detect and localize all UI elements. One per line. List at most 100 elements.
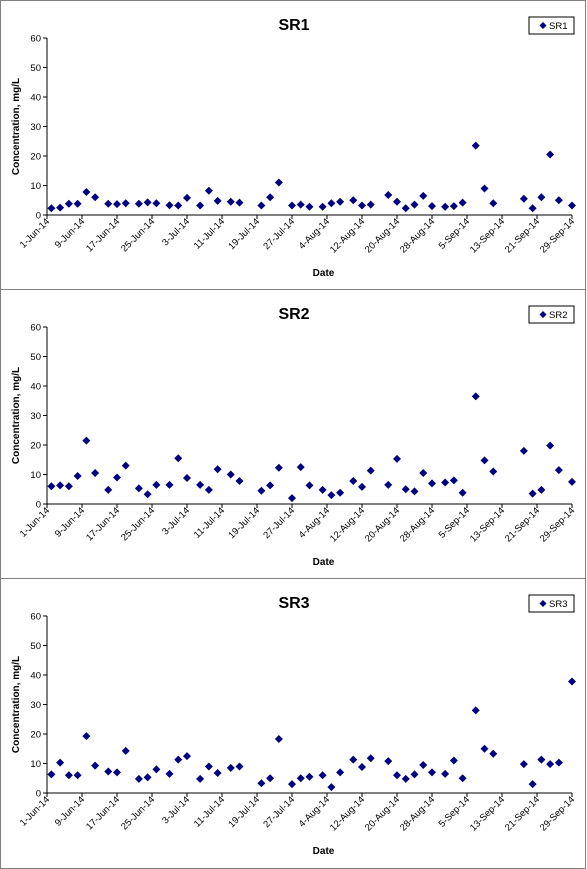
data-point-sr2 [183,474,191,483]
x-tick-label: 3-Jul-14 [160,794,192,826]
x-tick-label: 11-Jul-14 [192,794,227,829]
data-point-sr3 [528,780,537,789]
data-point-sr3 [121,746,130,755]
data-point-sr2 [104,485,113,494]
data-point-sr1 [537,193,546,202]
data-point-sr2 [358,482,366,491]
y-tick-label: 60 [30,323,41,334]
legend-box [528,16,575,35]
data-point-sr3 [449,756,458,765]
data-point-sr1 [441,202,450,211]
y-tick-label: 50 [30,641,41,652]
x-tick-label: 28-Aug-14 [398,216,437,255]
data-point-sr1 [257,201,266,210]
y-tick-label: 50 [30,352,41,363]
data-point-sr1 [296,200,305,209]
chart-panel-sr1: SR1 0 10 20 30 40 50 60 1-Jun-14 9-Jun-14 17-Jun-1… [0,0,586,290]
x-tick-label: 11-Jul-14 [192,216,227,251]
data-point-sr3 [91,761,100,770]
x-tick-label: 27-Jul-14 [261,216,297,252]
data-point-sr1 [358,201,366,210]
data-point-sr3 [419,760,428,769]
x-tick-label: 17-Jun-14 [84,216,122,254]
data-point-sr3 [47,770,56,779]
data-point-sr2 [82,436,91,445]
data-point-sr2 [349,476,358,485]
x-tick-label: 21-Sep-14 [503,794,542,833]
x-tick-label: 19-Jul-14 [226,794,262,830]
data-point-sr1 [554,196,563,205]
data-point-sr3 [82,732,91,741]
x-tick-label: 29-Sep-14 [538,216,577,255]
y-tick-label: 20 [30,730,41,741]
data-point-sr3 [336,768,345,777]
data-point-sr1 [519,194,528,203]
x-tick-label: 17-Jun-14 [84,505,122,543]
data-point-sr1 [366,200,375,209]
y-tick-label: 0 [36,500,41,511]
y-axis-title: Concentration, mg/L [11,367,22,464]
data-point-sr3 [441,769,450,778]
data-point-sr3 [226,763,235,772]
x-axis-title: Date [313,846,335,857]
data-point-sr3 [56,758,65,767]
data-point-sr2 [213,465,222,474]
data-point-sr1 [428,202,436,211]
data-point-sr2 [537,485,546,494]
data-point-sr3 [274,735,283,744]
data-point-sr1 [121,199,130,208]
data-point-sr3 [104,767,113,776]
data-point-sr2 [471,392,480,401]
chart-title: SR1 [278,17,309,34]
legend-label: SR1 [549,21,567,32]
data-point-sr2 [56,481,65,490]
x-tick-label: 11-Jul-14 [192,505,227,540]
data-point-sr1 [152,199,161,208]
y-tick-label: 20 [30,152,41,163]
chart-panel-sr2: SR2 0 10 20 30 40 50 60 1-Jun-14 9-Jun-14 17-Jun-1… [0,289,586,579]
data-point-sr2 [266,481,275,490]
data-point-sr1 [235,198,244,207]
y-axis-title: Concentration, mg/L [11,656,22,753]
x-tick-label: 27-Jul-14 [261,794,297,830]
data-point-sr1 [401,204,410,213]
data-point-sr3 [393,771,401,780]
data-point-sr3 [358,763,366,772]
data-point-sr1 [349,196,358,205]
data-point-sr3 [554,758,563,767]
legend-marker [539,22,547,29]
x-tick-label: 9-Jun-14 [53,505,87,539]
data-point-sr3 [471,706,480,715]
legend-sr1: SR1 [528,16,575,35]
data-point-sr1 [204,186,213,195]
y-tick-label: 10 [30,759,41,770]
x-tick-label: 5-Sep-14 [437,216,472,251]
data-point-sr3 [568,677,576,686]
data-point-sr3 [143,773,152,782]
x-tick-label: 9-Jun-14 [53,216,87,250]
data-point-sr3 [366,754,375,763]
data-point-sr2 [327,491,336,500]
x-tick-label: 25-Jun-14 [119,216,157,254]
data-point-sr2 [152,480,161,489]
y-tick-label: 40 [30,671,41,682]
data-point-sr3 [318,771,327,780]
data-point-sr2 [528,489,537,498]
x-tick-label: 17-Jun-14 [84,794,122,832]
data-point-sr3 [196,774,205,783]
data-point-sr3 [152,765,161,774]
chart-title: SR3 [278,595,309,612]
y-axis-title: Concentration, mg/L [11,78,22,175]
data-point-sr2 [489,467,498,476]
data-point-sr3 [257,779,266,788]
data-point-sr1 [336,197,345,206]
data-point-sr2 [204,485,213,494]
x-tick-label: 21-Sep-14 [503,216,542,255]
data-point-sr2 [64,482,73,491]
data-point-sr1 [480,184,489,193]
data-point-sr2 [458,488,467,497]
data-point-sr2 [73,471,82,480]
